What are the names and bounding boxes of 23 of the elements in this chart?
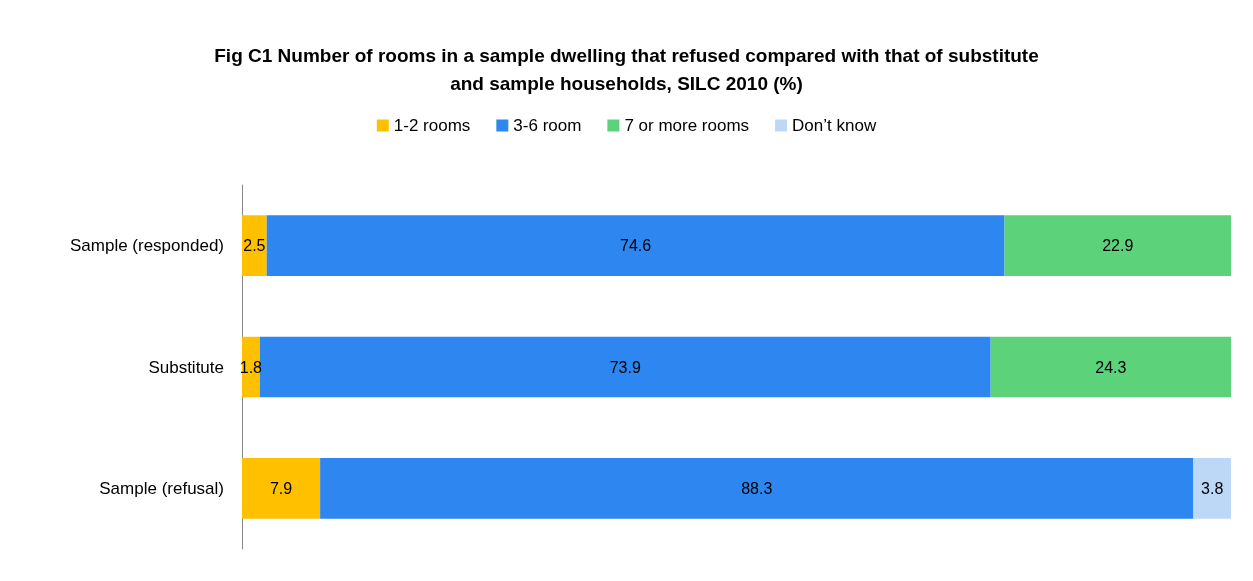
data-label: 22.9 — [1102, 237, 1134, 255]
chart-title: Fig C1 Number of rooms in a sample dwelling that refused compared with that of substitute and sample households, SILC 2010 (%) — [214, 44, 1039, 94]
legend-label: 1-2 rooms — [393, 116, 471, 135]
data-label: 24.3 — [1095, 358, 1127, 376]
data-label: 3.8 — [1201, 479, 1224, 497]
legend-label: 3-6 room — [513, 116, 582, 135]
data-label: 74.6 — [620, 237, 652, 255]
data-label: 73.9 — [609, 358, 641, 376]
legend-label: Don’t know — [792, 116, 877, 135]
y-tick-label: Substitute — [148, 357, 224, 377]
bar — [990, 336, 1231, 398]
data-label: 88.3 — [741, 479, 773, 497]
y-tick-label: Sample (responded) — [69, 236, 224, 256]
bar — [242, 215, 267, 276]
bar — [320, 458, 1194, 519]
bar — [1193, 458, 1231, 519]
bar — [266, 215, 1005, 276]
data-label: 2.5 — [243, 237, 266, 255]
bar — [242, 458, 321, 519]
y-tick-label: Sample (refusal) — [99, 478, 224, 498]
bar — [1004, 215, 1231, 276]
legend-label: 7 or more rooms — [624, 116, 750, 135]
data-label: 7.9 — [269, 479, 293, 497]
